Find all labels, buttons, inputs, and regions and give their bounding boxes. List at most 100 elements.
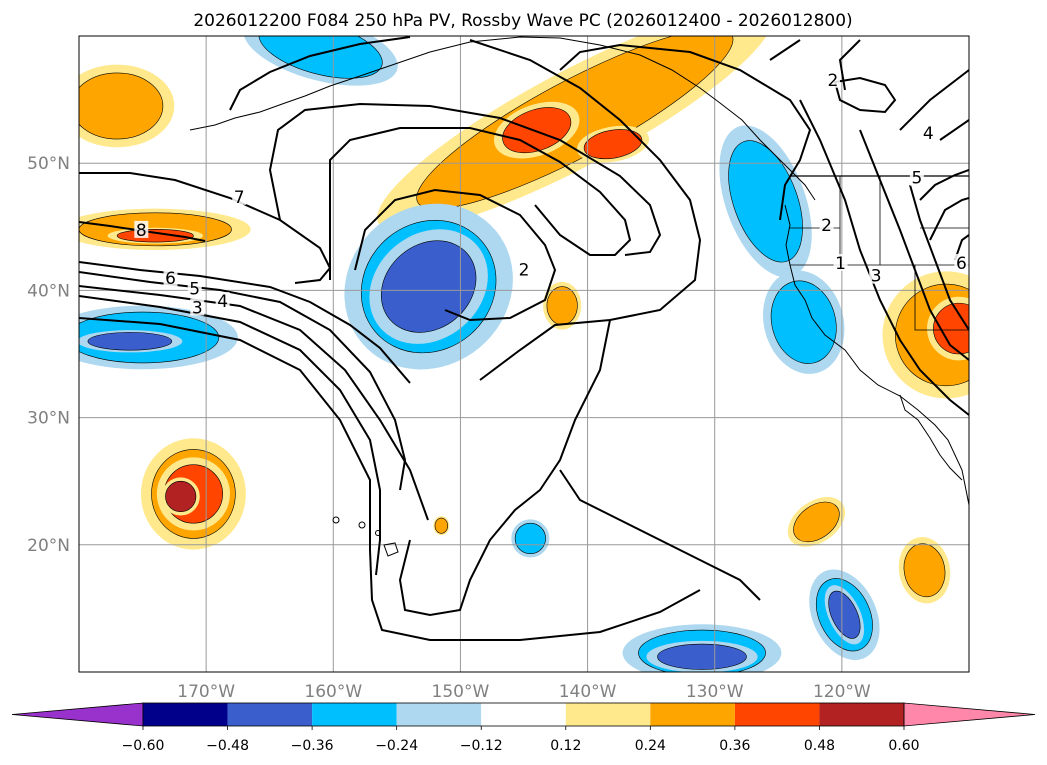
contour-label: 3 xyxy=(192,298,203,318)
red-gulf-1 xyxy=(502,107,572,154)
contour-label-bg xyxy=(819,215,834,233)
colorbar-tick-label: 0.24 xyxy=(635,738,666,754)
pv-ridge-east-4 xyxy=(919,119,969,201)
pv-contour-3 xyxy=(79,295,381,576)
pv-lower-bowl xyxy=(559,469,761,601)
lon-tick-label: 120°W xyxy=(813,682,871,702)
latitude-ticks: 50°N 40°N 30°N 20°N xyxy=(27,154,70,556)
orange-sw-baja-1 xyxy=(793,501,840,543)
colorbar-extend-high xyxy=(903,702,1036,727)
lat-tick-label: 30°N xyxy=(27,409,70,429)
pv-ridge-2 xyxy=(229,36,702,381)
contour-label-bg xyxy=(921,124,936,142)
darkblue-west-36n xyxy=(87,332,173,351)
longitude-ticks: 170°W 160°W 150°W 140°W 130°W 120°W xyxy=(177,682,871,702)
colorbar-tick-label: 0.12 xyxy=(550,738,581,754)
contour-label: 6 xyxy=(956,254,967,274)
contour-label: 2 xyxy=(828,71,839,91)
colorbar-tick-label: −0.12 xyxy=(460,738,503,754)
darkblue-south-15n xyxy=(828,590,861,639)
pv-ridge-east-6 xyxy=(954,234,969,261)
baja-coast xyxy=(899,394,963,481)
contour-label: 8 xyxy=(136,221,147,241)
colorbar-segment xyxy=(565,703,651,726)
pv-ridge-outer xyxy=(559,43,812,221)
graticule xyxy=(79,36,969,672)
pv-contour-2-west xyxy=(79,317,701,641)
lon-tick-label: 160°W xyxy=(304,682,362,702)
colorbar-segment xyxy=(312,703,397,726)
contour-label-bg xyxy=(517,260,531,278)
contour-label: 5 xyxy=(911,169,922,189)
orange-sw-baja-2 xyxy=(903,543,946,598)
brown-hawaii-n xyxy=(165,480,197,513)
contour-label-bg xyxy=(215,292,230,310)
darkblue-mid-40n xyxy=(380,240,477,333)
pv-ridge-east-5 xyxy=(929,197,969,241)
chart-title: 2026012200 F084 250 hPa PV, Rossby Wave … xyxy=(193,11,852,31)
contour-label: 2 xyxy=(821,216,832,236)
alaska-coast xyxy=(189,36,816,201)
contour-label-bg xyxy=(909,168,924,186)
us-state-lines xyxy=(790,176,969,331)
lon-tick-label: 130°W xyxy=(686,682,744,702)
pv-ridge-east-1 xyxy=(769,39,969,416)
contour-label: 4 xyxy=(923,124,934,144)
colorbar-segment xyxy=(650,703,735,726)
colorbar-tick-label: 0.60 xyxy=(888,738,919,754)
pv-trough-outer xyxy=(268,102,662,256)
hawaii-island-2 xyxy=(358,521,366,529)
colorbar-tick-label: −0.48 xyxy=(206,738,249,754)
contour-label: 5 xyxy=(189,279,200,299)
colorbar-segment xyxy=(819,703,904,726)
orange-small-21n xyxy=(434,517,449,534)
lat-tick-label: 50°N xyxy=(27,154,70,174)
pv-ridge-east-3 xyxy=(899,69,969,331)
colorbar-segment xyxy=(227,703,313,726)
lat-tick-label: 40°N xyxy=(27,281,70,301)
contour-label: 1 xyxy=(835,254,846,274)
map-frame xyxy=(78,35,970,673)
contour-label: 4 xyxy=(217,292,228,312)
contour-label-bg xyxy=(833,253,848,271)
contour-label-bg xyxy=(163,269,178,287)
colorbar-tick-label: 0.36 xyxy=(719,738,750,754)
pv-ridge-2-south xyxy=(398,319,611,617)
blue-bc-coast xyxy=(728,140,803,263)
contour-label: 7 xyxy=(234,188,245,208)
colorbar-tick-label: 0.48 xyxy=(804,738,835,754)
colorbar-extend-low xyxy=(11,702,144,727)
orange-west-55n xyxy=(79,72,164,140)
hawaii-island-1 xyxy=(332,516,340,524)
contour-label-bg xyxy=(232,187,247,205)
contour-label: 6 xyxy=(165,269,176,289)
colorbar-frame xyxy=(142,702,905,727)
colorbar-segment xyxy=(481,703,566,726)
contour-label: 2 xyxy=(519,260,530,280)
pv-trough-mid xyxy=(329,127,632,280)
colorbar xyxy=(11,702,1036,727)
blue-small-20n xyxy=(514,522,546,555)
colorbar-tick-label: −0.24 xyxy=(375,738,418,754)
lon-tick-label: 150°W xyxy=(432,682,490,702)
lon-tick-label: 140°W xyxy=(559,682,617,702)
lat-tick-label: 20°N xyxy=(27,536,70,556)
blue-ca-coast xyxy=(770,280,837,364)
contour-label-bg xyxy=(869,266,884,284)
pv-2-closed xyxy=(833,76,897,114)
contour-label-bg xyxy=(825,70,840,88)
pv-contour-4 xyxy=(79,285,429,521)
colorbar-tick-label: −0.60 xyxy=(122,738,165,754)
colorbar-segment xyxy=(396,703,482,726)
pv-contour-8 xyxy=(79,221,206,242)
pv-contour-6 xyxy=(79,261,411,384)
pv-trough-inner xyxy=(354,188,557,322)
contour-label-bg xyxy=(134,220,149,238)
colorbar-segment xyxy=(143,703,228,726)
hawaii-island-4 xyxy=(383,542,399,557)
contour-label-bg xyxy=(187,279,202,297)
contour-label: 3 xyxy=(871,267,882,287)
